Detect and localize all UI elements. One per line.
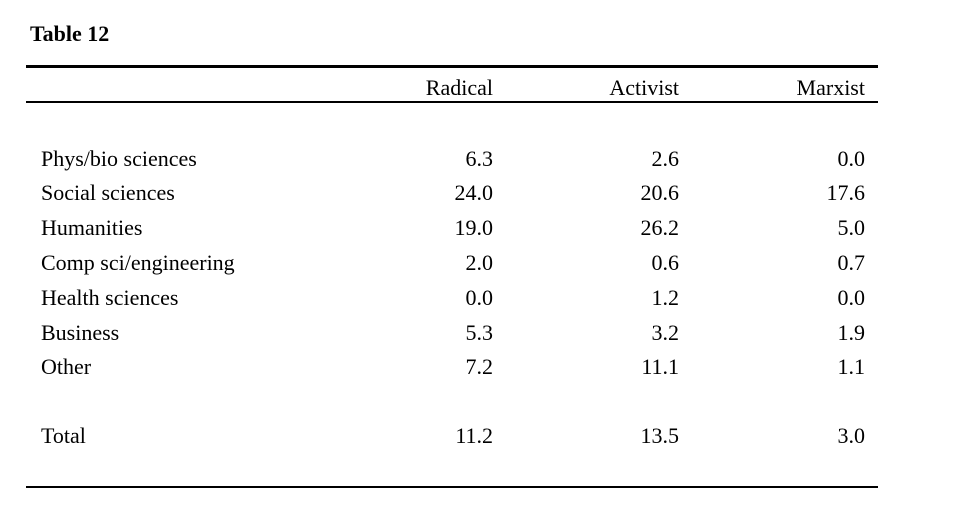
column-header-activist: Activist	[609, 75, 679, 100]
row-value-radical: 24.0	[454, 180, 494, 205]
row-value-radical: 6.3	[465, 146, 494, 171]
row-label: Social sciences	[41, 180, 175, 205]
row-value-activist: 1.2	[651, 285, 680, 310]
row-value-radical: 19.0	[454, 215, 494, 240]
row-value-marxist: 17.6	[826, 180, 866, 205]
total-label: Total	[41, 423, 86, 448]
top-rule	[26, 65, 878, 68]
header-rule	[26, 101, 878, 103]
total-value-radical: 11.2	[455, 423, 493, 448]
row-value-radical: 5.3	[465, 320, 494, 345]
row-label: Health sciences	[41, 285, 179, 310]
row-value-marxist: 1.9	[837, 320, 866, 345]
row-value-activist: 0.6	[651, 250, 680, 275]
row-value-activist: 2.6	[651, 146, 680, 171]
row-value-marxist: 0.0	[837, 146, 866, 171]
row-value-radical: 0.0	[465, 285, 494, 310]
row-value-radical: 7.2	[465, 354, 494, 379]
row-value-marxist: 1.1	[837, 354, 866, 379]
row-value-activist: 3.2	[651, 320, 680, 345]
row-value-marxist: 5.0	[837, 215, 866, 240]
row-label: Comp sci/engineering	[41, 250, 235, 275]
row-label: Phys/bio sciences	[41, 146, 197, 171]
row-label: Humanities	[41, 215, 143, 240]
row-value-radical: 2.0	[465, 250, 494, 275]
column-header-radical: Radical	[425, 75, 493, 100]
row-value-activist: 11.1	[641, 354, 679, 379]
row-value-activist: 20.6	[640, 180, 680, 205]
total-value-activist: 13.5	[640, 423, 680, 448]
row-label: Business	[41, 320, 120, 345]
total-value-marxist: 3.0	[837, 423, 866, 448]
table-title: Table 12	[30, 21, 110, 46]
row-value-marxist: 0.7	[837, 250, 866, 275]
row-label: Other	[41, 354, 92, 379]
bottom-rule	[26, 486, 878, 488]
column-header-marxist: Marxist	[796, 75, 865, 100]
row-value-activist: 26.2	[640, 215, 680, 240]
row-value-marxist: 0.0	[837, 285, 866, 310]
